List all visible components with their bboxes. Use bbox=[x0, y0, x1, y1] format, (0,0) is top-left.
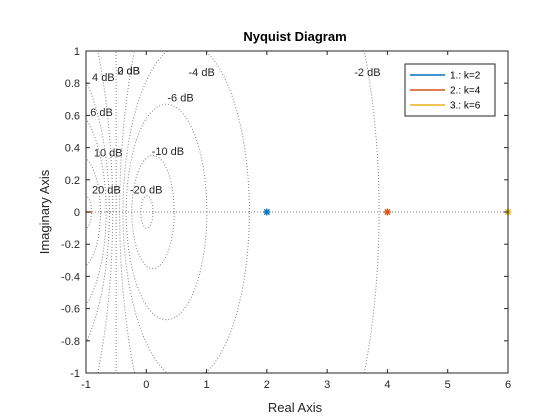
m-circle--4db bbox=[122, 51, 250, 373]
x-tick-label: 5 bbox=[445, 379, 451, 391]
x-tick-label: 6 bbox=[505, 379, 511, 391]
x-tick-label: 0 bbox=[143, 379, 149, 391]
y-axis-ticks: -1 -0.8 -0.6 -0.4 -0.2 0 0.2 0.4 0.6 0.8 1 bbox=[61, 46, 508, 380]
x-tick-label: -1 bbox=[81, 379, 91, 391]
legend-entry: 3.: k=6 bbox=[450, 101, 481, 112]
x-axis-label: Real Axis bbox=[268, 400, 323, 415]
x-tick-label: 4 bbox=[384, 379, 390, 391]
x-tick-label: 1 bbox=[204, 379, 210, 391]
legend-entry: 1.: k=2 bbox=[450, 71, 481, 82]
grid-label: 10 dB bbox=[94, 147, 123, 159]
y-tick-label: -0.8 bbox=[61, 336, 80, 348]
y-axis-label: Imaginary Axis bbox=[37, 169, 52, 254]
grid-label: 2 dB bbox=[117, 65, 140, 77]
y-tick-label: 0.6 bbox=[65, 110, 80, 122]
legend-entry: 2.: k=4 bbox=[450, 86, 481, 97]
x-tick-label: 3 bbox=[324, 379, 330, 391]
y-tick-label: 0.8 bbox=[65, 78, 80, 90]
y-tick-label: 0.2 bbox=[65, 175, 80, 187]
y-tick-label: -0.2 bbox=[61, 239, 80, 251]
x-tick-label: 2 bbox=[264, 379, 270, 391]
grid-label: -10 dB bbox=[152, 146, 184, 158]
legend: 1.: k=2 2.: k=4 3.: k=6 bbox=[404, 63, 496, 117]
y-tick-label: -0.4 bbox=[61, 271, 80, 283]
chart-title: Nyquist Diagram bbox=[243, 29, 346, 44]
grid-label: 6 dB bbox=[90, 107, 113, 119]
grid-label: -6 dB bbox=[167, 93, 193, 105]
grid-label: -4 dB bbox=[188, 67, 214, 79]
grid-label: -20 dB bbox=[130, 184, 162, 196]
y-tick-label: 1 bbox=[74, 46, 80, 58]
m-circle--6db bbox=[125, 103, 208, 321]
grid-label: -2 dB bbox=[354, 67, 380, 79]
series-marker bbox=[263, 208, 271, 216]
x-axis-ticks: -1 0 1 2 3 4 5 6 bbox=[81, 51, 511, 391]
m-circle-labels: 2 dB0 dB4 dB -4 dB -2 dB -6 dB 6 dB 10 dB -10 … bbox=[90, 65, 380, 196]
y-tick-label: -1 bbox=[70, 368, 80, 380]
grid-label: 0 dB bbox=[117, 65, 140, 77]
series-marker bbox=[383, 208, 391, 216]
y-tick-label: 0.4 bbox=[65, 143, 80, 155]
grid-label: 4 dB bbox=[92, 72, 115, 84]
grid-label: 20 dB bbox=[92, 184, 121, 196]
y-tick-label: -0.6 bbox=[61, 304, 80, 316]
y-tick-label: 0 bbox=[74, 207, 80, 219]
